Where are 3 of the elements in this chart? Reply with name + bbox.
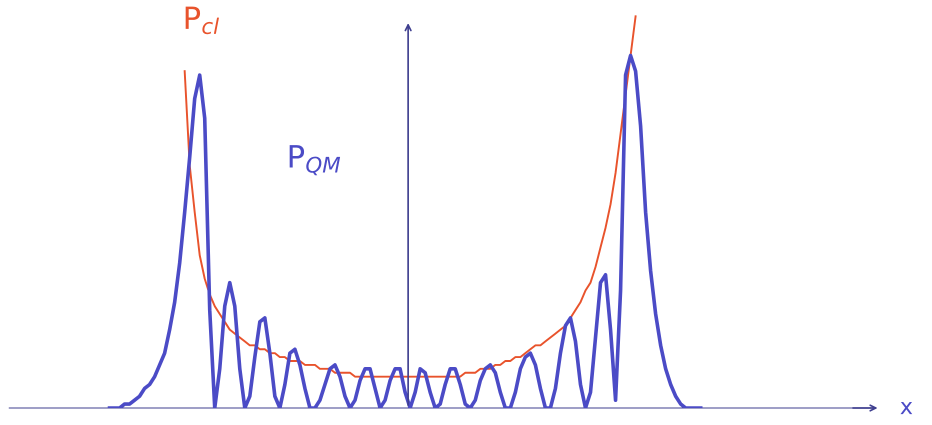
series-label: P$_{cl}$	[186, 6, 219, 34]
text: P$_{QM}$	[290, 145, 340, 176]
text: x	[900, 402, 912, 414]
